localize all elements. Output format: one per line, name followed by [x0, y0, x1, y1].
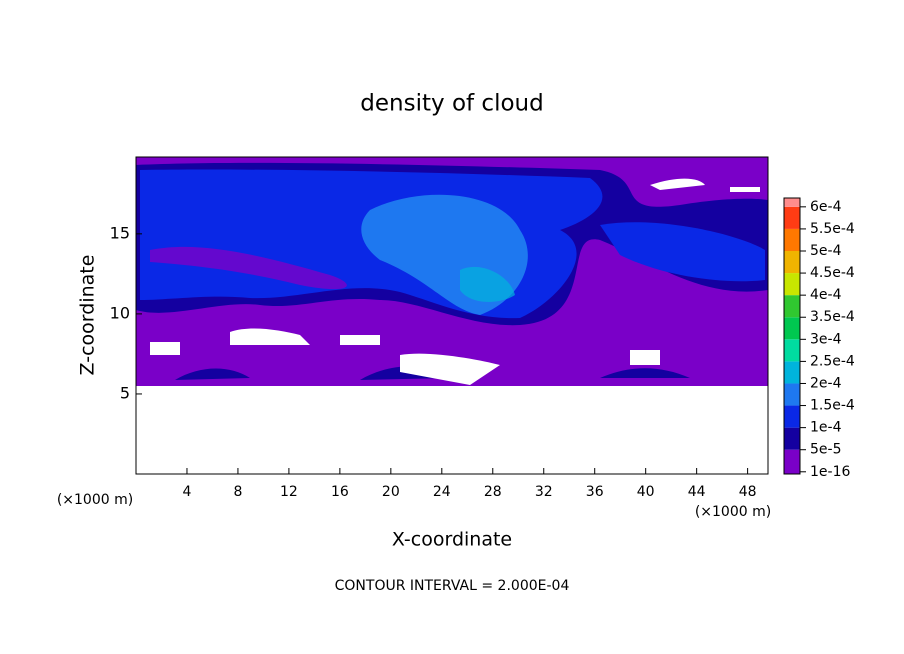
colorbar-label: 4e-4	[810, 287, 842, 303]
plot-frame	[135, 156, 769, 475]
y-axis-label: Z-coordinate	[77, 255, 99, 376]
colorbar-band	[784, 273, 800, 296]
y-tick-label: 5	[120, 383, 130, 402]
colorbar-band	[784, 317, 800, 340]
colorbar-label: 4.5e-4	[810, 265, 855, 281]
footer-note: CONTOUR INTERVAL = 2.000E-04	[335, 578, 570, 594]
y-tick-label: 10	[110, 303, 130, 322]
colorbar-band	[784, 339, 800, 362]
colorbar-label: 2e-4	[810, 375, 842, 391]
colorbar-label: 1e-16	[810, 464, 850, 480]
y-unit-label: (×1000 m)	[57, 492, 133, 508]
colorbar-band	[784, 250, 800, 274]
x-tick-label: 36	[586, 484, 604, 500]
x-tick-label: 48	[739, 484, 757, 500]
x-tick-label: 24	[433, 484, 451, 500]
x-tick-label: 8	[233, 484, 242, 500]
colorbar-band	[784, 206, 800, 229]
x-tick-label: 20	[382, 484, 400, 500]
x-tick-label: 28	[484, 484, 502, 500]
x-tick-label: 16	[331, 484, 349, 500]
x-tick-label: 44	[688, 484, 706, 500]
y-tick-label: 15	[110, 223, 130, 242]
colorbar-label: 1.5e-4	[810, 398, 855, 414]
colorbar-band	[784, 449, 800, 474]
colorbar-band	[784, 295, 800, 318]
colorbar-label: 5e-4	[810, 243, 842, 259]
colorbar-band	[784, 361, 800, 384]
x-tick-label: 40	[637, 484, 655, 500]
colorbar-band	[784, 427, 800, 450]
contour-field	[136, 157, 768, 474]
colorbar-band	[784, 405, 800, 428]
x-unit-label: (×1000 m)	[695, 504, 771, 520]
colorbar-label: 6e-4	[810, 199, 842, 215]
colorbar-band	[784, 383, 800, 406]
colorbar-band	[784, 198, 800, 207]
colorbar-frame	[783, 197, 801, 475]
colorbar-label: 3e-4	[810, 331, 842, 347]
colorbar-label: 1e-4	[810, 420, 842, 436]
chart-title: density of cloud	[360, 91, 543, 117]
colorbar-label: 5.5e-4	[810, 221, 855, 237]
x-axis-label: X-coordinate	[392, 529, 512, 551]
colorbar-label: 3.5e-4	[810, 309, 855, 325]
x-tick-label: 4	[183, 484, 192, 500]
colorbar-label: 2.5e-4	[810, 353, 855, 369]
x-tick-label: 32	[535, 484, 553, 500]
x-tick-label: 12	[280, 484, 298, 500]
colorbar-band	[784, 228, 800, 251]
colorbar-label: 5e-5	[810, 442, 841, 458]
